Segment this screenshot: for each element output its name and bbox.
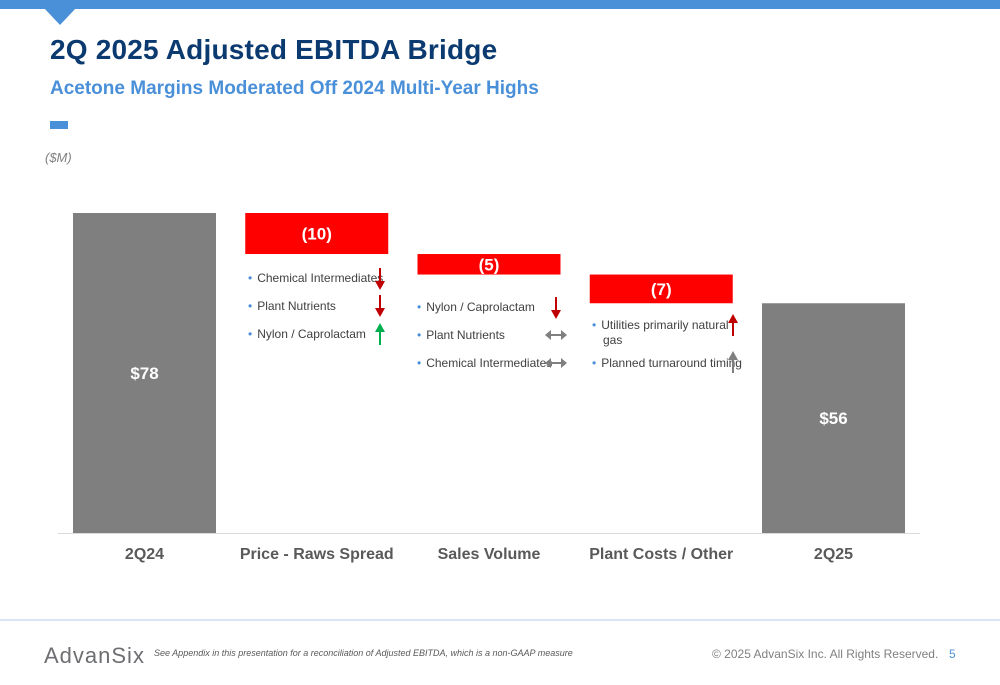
driver-item: • Utilities primarily natural: [592, 318, 729, 332]
arrow-shape: [375, 295, 385, 317]
page-number: 5: [949, 647, 956, 661]
driver-text: Chemical Intermediates: [257, 271, 384, 285]
logo-wordmark: AdvanSix: [44, 643, 145, 668]
driver-text: Chemical Intermediates: [426, 356, 553, 370]
category-label: 2Q24: [125, 546, 164, 563]
page-subtitle: Acetone Margins Moderated Off 2024 Multi…: [50, 78, 539, 99]
top-accent-bar: [0, 0, 1000, 9]
bar-sales-volume: [417, 254, 561, 275]
arrow-shape: [551, 297, 561, 319]
driver-text: Utilities primarily natural: [601, 318, 729, 332]
arrow-up-icon: [728, 351, 738, 373]
bar-price-raws-spread: [245, 213, 389, 255]
top-accent-notch: [44, 8, 76, 25]
arrow-down-icon: [551, 297, 561, 319]
driver-text: gas: [603, 333, 623, 347]
data-label: (5): [479, 255, 500, 274]
arrow-down-icon: [375, 268, 385, 290]
arrow-flat-icon: [545, 330, 567, 340]
driver-item: • Plant Nutrients: [248, 299, 336, 313]
arrow-shape: [545, 358, 567, 368]
arrow-flat-icon: [545, 358, 567, 368]
driver-item: • Nylon / Caprolactam: [417, 300, 535, 314]
bar-2q24: [73, 213, 216, 533]
driver-item: • Chemical Intermediates: [417, 356, 553, 370]
drivers-sales-volume: • Nylon / Caprolactam • Plant Nutrients • C…: [417, 295, 567, 385]
arrow-up-icon: [728, 314, 738, 336]
arrow-shape: [375, 268, 385, 290]
driver-item-continued: gas: [603, 333, 622, 347]
arrow-shape: [728, 351, 738, 373]
copyright: © 2025 AdvanSix Inc. All Rights Reserved…: [712, 647, 939, 661]
driver-text: Nylon / Caprolactam: [426, 300, 535, 314]
driver-item: • Nylon / Caprolactam: [248, 327, 366, 341]
driver-text: Nylon / Caprolactam: [257, 327, 366, 341]
bar-2q25: [762, 303, 905, 533]
driver-item: • Planned turnaround timing: [592, 356, 742, 370]
data-label: (10): [302, 225, 332, 244]
arrow-shape: [375, 323, 385, 345]
data-label: $78: [130, 364, 158, 383]
data-label: (7): [651, 280, 672, 299]
category-label: Plant Costs / Other: [589, 546, 733, 563]
data-label: $56: [819, 409, 847, 428]
driver-text: Plant Nutrients: [257, 299, 336, 313]
bar-plant-costs-other: [589, 274, 733, 304]
category-label: Sales Volume: [438, 546, 541, 563]
arrow-shape: [728, 314, 738, 336]
driver-item: • Plant Nutrients: [417, 328, 505, 342]
category-label: Price - Raws Spread: [240, 546, 394, 563]
driver-item: • Chemical Intermediates: [248, 271, 384, 285]
driver-text: Plant Nutrients: [426, 328, 505, 342]
drivers-price-raws: • Chemical Intermediates • Plant Nutrients…: [248, 266, 388, 356]
footnote: See Appendix in this presentation for a …: [154, 648, 573, 658]
page-title: 2Q 2025 Adjusted EBITDA Bridge: [50, 34, 498, 65]
arrow-shape: [545, 330, 567, 340]
drivers-plant-costs: • Utilities primarily natural gas • Planne…: [592, 313, 742, 373]
advansix-logo: AdvanSix: [44, 643, 145, 669]
footer-divider: [0, 619, 1000, 621]
waterfall-chart: $78 2Q24 (10) Price - Raws Spread (5) Sales V…: [58, 213, 920, 563]
arrow-down-icon: [375, 295, 385, 317]
title-accent-dash: [50, 121, 68, 129]
driver-text: Planned turnaround timing: [601, 356, 742, 370]
arrow-up-icon: [375, 323, 385, 345]
category-label: 2Q25: [814, 546, 853, 563]
unit-label: ($M): [45, 150, 72, 165]
